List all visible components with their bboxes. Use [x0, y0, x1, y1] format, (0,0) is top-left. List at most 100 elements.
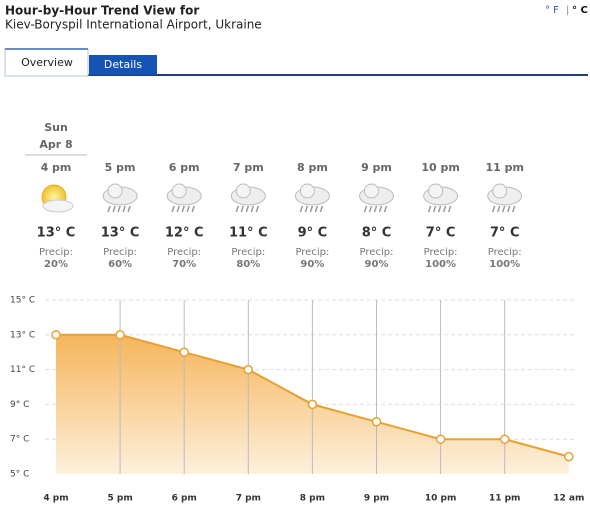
- y-tick-label: 5° C: [10, 470, 29, 480]
- temperature: 9° C: [298, 226, 328, 241]
- y-tick-label: 9° C: [10, 400, 29, 410]
- precip-label: Precip:: [424, 247, 458, 258]
- rain: [122, 205, 126, 213]
- y-tick-label: 13° C: [10, 330, 35, 340]
- precip-label: Precip:: [39, 247, 73, 258]
- hour-label: 7 pm: [233, 161, 264, 174]
- rain: [240, 205, 245, 213]
- tab-overview[interactable]: [4, 48, 89, 77]
- weather-icon: [487, 183, 523, 213]
- rain: [383, 205, 388, 213]
- rain: [299, 205, 304, 213]
- precip-value: 70%: [172, 259, 196, 270]
- cloud-puff: [299, 183, 315, 199]
- rain: [491, 205, 496, 213]
- precip-value: 20%: [44, 259, 68, 270]
- temperature: 8° C: [362, 226, 392, 241]
- tab-details[interactable]: [89, 55, 157, 75]
- point: [564, 451, 574, 462]
- rain: [176, 205, 180, 213]
- rain: [432, 205, 437, 213]
- x-tick-label: 9 pm: [364, 494, 389, 504]
- cloud-puff: [364, 183, 379, 199]
- rain: [496, 205, 501, 213]
- point: [243, 364, 254, 375]
- rain: [427, 205, 432, 213]
- hour-label: 10 pm: [421, 161, 459, 174]
- title: Hour-by-Hour Trend View for: [5, 4, 199, 18]
- rain: [186, 205, 190, 213]
- temperature: 7° C: [490, 226, 520, 241]
- precip-label: Precip:: [488, 247, 522, 258]
- precip-label: Precip:: [103, 247, 137, 258]
- x-tick-label: 10 pm: [425, 494, 456, 504]
- point: [371, 417, 382, 427]
- precip-label: Precip:: [167, 247, 201, 258]
- x-tick-label: 8 pm: [300, 494, 325, 504]
- point: [435, 434, 446, 444]
- precip-label: Precip:: [231, 247, 265, 258]
- y-tick-label: 15° C: [10, 296, 35, 306]
- temperature: 13° C: [101, 226, 140, 241]
- weather-icon: [423, 183, 459, 213]
- cloud: [42, 199, 74, 213]
- hour-label: 11 pm: [485, 161, 523, 174]
- rain: [506, 205, 511, 213]
- temperature: 11° C: [229, 226, 268, 241]
- unit-c[interactable]: ° C: [572, 5, 588, 16]
- hour-label: 4 pm: [41, 161, 72, 174]
- y-tick-label: 11° C: [10, 365, 35, 375]
- y-tick-label: 7° C: [10, 435, 29, 445]
- rain: [245, 205, 250, 213]
- point: [179, 347, 189, 357]
- unit-f[interactable]: ° F: [545, 5, 559, 16]
- x-tick-label: 6 pm: [172, 494, 197, 504]
- x-tick-label: 5 pm: [107, 494, 132, 504]
- rain: [112, 205, 116, 213]
- precip-value: 90%: [300, 259, 324, 270]
- rain: [511, 205, 516, 213]
- rain: [437, 205, 442, 213]
- point: [115, 330, 125, 340]
- cloud-puff: [171, 183, 187, 199]
- weather-icon: [230, 183, 266, 213]
- rain: [107, 205, 111, 213]
- precip-value: 60%: [108, 259, 132, 270]
- rain: [319, 205, 324, 213]
- temperature: 13° C: [37, 226, 76, 241]
- cloud-puff: [492, 183, 508, 199]
- temperature: 7° C: [426, 226, 456, 241]
- tab-label[interactable]: Details: [104, 58, 142, 71]
- cloud-puff: [428, 183, 444, 199]
- weather-icon: [166, 183, 202, 213]
- x-tick-label: 12 am: [553, 494, 584, 504]
- rain: [442, 205, 447, 213]
- weather-icon: [102, 183, 138, 213]
- precip-value: 100%: [489, 259, 520, 270]
- rain: [304, 205, 309, 213]
- precip-label: Precip:: [295, 247, 329, 258]
- rain: [255, 205, 260, 213]
- x-tick-label: 11 pm: [489, 494, 520, 504]
- precip-label: Precip:: [360, 247, 394, 258]
- rain: [363, 205, 368, 213]
- rain: [171, 205, 175, 213]
- rain: [250, 205, 255, 213]
- rain: [501, 205, 506, 213]
- tab-label[interactable]: Overview: [21, 56, 73, 69]
- rain: [368, 205, 373, 213]
- weather-icon: [359, 183, 394, 213]
- rain: [309, 205, 314, 213]
- rain: [191, 205, 195, 213]
- hour-label: 8 pm: [297, 161, 328, 174]
- rain: [235, 205, 240, 213]
- precip-value: 90%: [365, 259, 389, 270]
- rain: [181, 205, 185, 213]
- x-tick-label: 4 pm: [43, 494, 68, 504]
- point: [307, 399, 318, 410]
- cloud-puff: [107, 183, 123, 199]
- cloud-puff: [235, 183, 251, 199]
- unit-separator: |: [566, 5, 569, 16]
